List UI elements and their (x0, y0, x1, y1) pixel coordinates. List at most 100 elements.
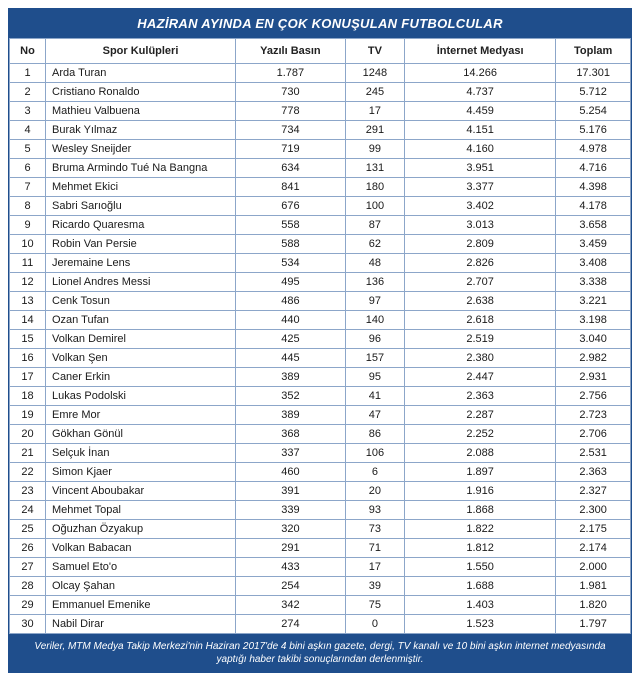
cell-no: 17 (10, 368, 46, 387)
cell-total: 2.175 (556, 520, 631, 539)
cell-tv: 97 (345, 292, 404, 311)
cell-total: 2.756 (556, 387, 631, 406)
cell-name: Selçuk İnan (46, 444, 236, 463)
cell-press: 486 (236, 292, 346, 311)
cell-internet: 3.402 (404, 197, 555, 216)
players-table: No Spor Kulüpleri Yazılı Basın TV İntern… (9, 38, 631, 634)
cell-no: 5 (10, 140, 46, 159)
table-row: 29Emmanuel Emenike342751.4031.820 (10, 596, 631, 615)
report-table-container: HAZİRAN AYINDA EN ÇOK KONUŞULAN FUTBOLCU… (8, 8, 632, 673)
cell-press: 634 (236, 159, 346, 178)
cell-no: 28 (10, 577, 46, 596)
table-row: 28Olcay Şahan254391.6881.981 (10, 577, 631, 596)
table-row: 24Mehmet Topal339931.8682.300 (10, 501, 631, 520)
cell-name: Robin Van Persie (46, 235, 236, 254)
cell-total: 3.459 (556, 235, 631, 254)
table-row: 9Ricardo Quaresma558873.0133.658 (10, 216, 631, 235)
cell-press: 558 (236, 216, 346, 235)
cell-internet: 1.550 (404, 558, 555, 577)
cell-total: 3.221 (556, 292, 631, 311)
cell-tv: 41 (345, 387, 404, 406)
cell-tv: 62 (345, 235, 404, 254)
cell-no: 10 (10, 235, 46, 254)
cell-tv: 96 (345, 330, 404, 349)
report-title: HAZİRAN AYINDA EN ÇOK KONUŞULAN FUTBOLCU… (9, 9, 631, 38)
cell-total: 1.820 (556, 596, 631, 615)
cell-press: 337 (236, 444, 346, 463)
cell-name: Bruma Armindo Tué Na Bangna (46, 159, 236, 178)
cell-tv: 73 (345, 520, 404, 539)
cell-internet: 2.707 (404, 273, 555, 292)
col-total: Toplam (556, 39, 631, 64)
cell-name: Vincent Aboubakar (46, 482, 236, 501)
cell-press: 291 (236, 539, 346, 558)
cell-total: 2.174 (556, 539, 631, 558)
cell-name: Cristiano Ronaldo (46, 83, 236, 102)
cell-tv: 100 (345, 197, 404, 216)
cell-name: Simon Kjaer (46, 463, 236, 482)
cell-total: 4.398 (556, 178, 631, 197)
table-row: 21Selçuk İnan3371062.0882.531 (10, 444, 631, 463)
cell-tv: 106 (345, 444, 404, 463)
table-row: 4Burak Yılmaz7342914.1515.176 (10, 121, 631, 140)
cell-press: 342 (236, 596, 346, 615)
cell-name: Volkan Demirel (46, 330, 236, 349)
cell-name: Emre Mor (46, 406, 236, 425)
cell-internet: 1.868 (404, 501, 555, 520)
cell-tv: 95 (345, 368, 404, 387)
cell-press: 254 (236, 577, 346, 596)
table-row: 5Wesley Sneijder719994.1604.978 (10, 140, 631, 159)
cell-no: 8 (10, 197, 46, 216)
cell-tv: 0 (345, 615, 404, 634)
cell-no: 21 (10, 444, 46, 463)
cell-press: 389 (236, 406, 346, 425)
cell-press: 433 (236, 558, 346, 577)
cell-internet: 1.916 (404, 482, 555, 501)
table-row: 8Sabri Sarıoğlu6761003.4024.178 (10, 197, 631, 216)
cell-press: 445 (236, 349, 346, 368)
cell-total: 2.982 (556, 349, 631, 368)
cell-internet: 2.638 (404, 292, 555, 311)
table-body: 1Arda Turan1.787124814.26617.3012Cristia… (10, 64, 631, 634)
table-row: 23Vincent Aboubakar391201.9162.327 (10, 482, 631, 501)
cell-no: 23 (10, 482, 46, 501)
table-row: 18Lukas Podolski352412.3632.756 (10, 387, 631, 406)
cell-press: 460 (236, 463, 346, 482)
table-row: 30Nabil Dirar27401.5231.797 (10, 615, 631, 634)
cell-name: Caner Erkin (46, 368, 236, 387)
cell-total: 2.363 (556, 463, 631, 482)
col-tv: TV (345, 39, 404, 64)
cell-total: 2.000 (556, 558, 631, 577)
cell-tv: 48 (345, 254, 404, 273)
cell-internet: 1.897 (404, 463, 555, 482)
cell-internet: 1.688 (404, 577, 555, 596)
cell-tv: 140 (345, 311, 404, 330)
cell-press: 1.787 (236, 64, 346, 83)
table-row: 10Robin Van Persie588622.8093.459 (10, 235, 631, 254)
cell-internet: 1.822 (404, 520, 555, 539)
cell-name: Mehmet Topal (46, 501, 236, 520)
cell-no: 19 (10, 406, 46, 425)
cell-no: 9 (10, 216, 46, 235)
cell-tv: 131 (345, 159, 404, 178)
cell-press: 719 (236, 140, 346, 159)
cell-tv: 245 (345, 83, 404, 102)
table-row: 6Bruma Armindo Tué Na Bangna6341313.9514… (10, 159, 631, 178)
cell-name: Burak Yılmaz (46, 121, 236, 140)
cell-total: 5.254 (556, 102, 631, 121)
cell-tv: 20 (345, 482, 404, 501)
table-row: 26Volkan Babacan291711.8122.174 (10, 539, 631, 558)
cell-name: Arda Turan (46, 64, 236, 83)
table-row: 1Arda Turan1.787124814.26617.301 (10, 64, 631, 83)
cell-total: 2.300 (556, 501, 631, 520)
cell-internet: 3.951 (404, 159, 555, 178)
table-row: 7Mehmet Ekici8411803.3774.398 (10, 178, 631, 197)
cell-internet: 2.618 (404, 311, 555, 330)
cell-no: 13 (10, 292, 46, 311)
table-row: 13Cenk Tosun486972.6383.221 (10, 292, 631, 311)
col-no: No (10, 39, 46, 64)
col-internet: İnternet Medyası (404, 39, 555, 64)
cell-internet: 2.447 (404, 368, 555, 387)
cell-name: Olcay Şahan (46, 577, 236, 596)
cell-press: 841 (236, 178, 346, 197)
